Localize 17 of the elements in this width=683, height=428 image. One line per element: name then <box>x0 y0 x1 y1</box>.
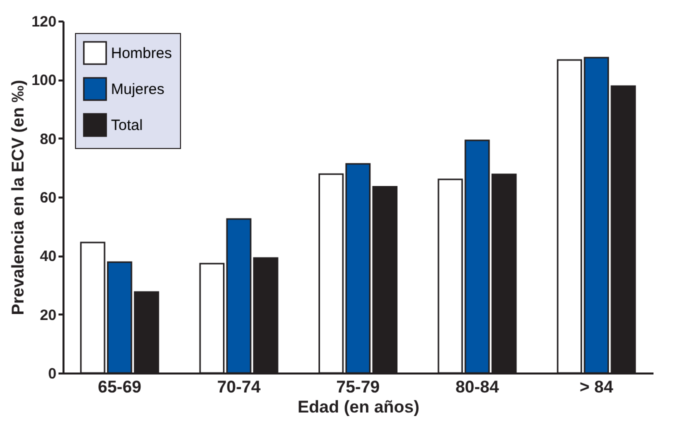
x-tick-label: 65-69 <box>98 378 142 396</box>
y-tick-label: 100 <box>31 72 56 90</box>
y-axis-title: Prevalencia en la ECV (en ‰) <box>8 80 28 316</box>
x-tick-label: > 84 <box>580 378 614 396</box>
y-tick-label: 0 <box>48 366 56 382</box>
x-axis-title: Edad (en años) <box>298 398 420 416</box>
y-tick-label: 40 <box>40 248 56 266</box>
y-tick-label: 120 <box>31 14 56 30</box>
x-tick-label: 80-84 <box>455 378 500 396</box>
legend-label: Mujeres <box>111 81 164 98</box>
legend-label: Total <box>111 117 143 134</box>
y-tick-label: 20 <box>40 306 56 324</box>
x-tick-label: 75-79 <box>336 378 380 396</box>
x-tick-label: 70-74 <box>217 378 262 396</box>
legend-label: Hombres <box>111 45 172 62</box>
y-tick-label: 80 <box>40 130 56 148</box>
y-tick-label: 60 <box>40 190 56 206</box>
